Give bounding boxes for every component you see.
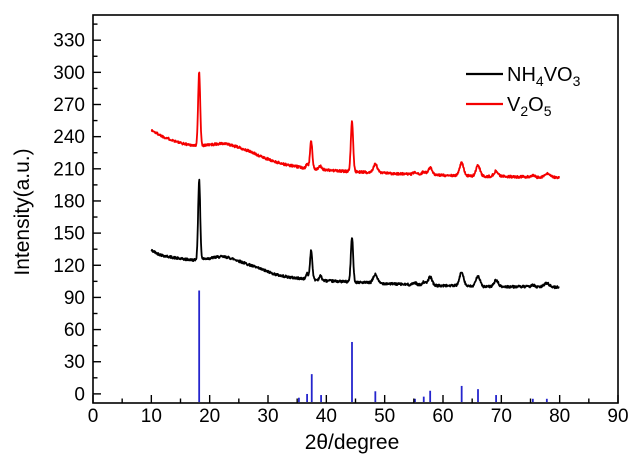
axes-group: 0 10 20 30 40 50 60 70 80 90 0 30 60 90 120 150 180 210 24… [53,14,629,427]
curve-v2o5 [150,71,560,180]
legend-label-nh4vo3: NH4VO3 [507,64,581,89]
y-tick-label: 210 [53,159,85,180]
x-tick-label: 70 [491,406,512,427]
x-tick-label: 10 [141,406,162,427]
y-tick-label: 150 [53,224,85,245]
y-tick-label: 240 [53,127,85,148]
reference-bars-group [198,290,548,402]
curve-nh4vo3 [150,178,560,290]
x-tick-label: 80 [549,406,570,427]
y-tick-label: 120 [53,256,85,277]
x-tick-label: 60 [432,406,453,427]
y-tick-label: 330 [53,31,85,52]
y-tick-label: 180 [53,191,85,212]
x-tick-label: 90 [607,406,628,427]
x-tick-label: 50 [374,406,395,427]
x-tick-label: 40 [316,406,337,427]
x-axis-title: 2θ/degree [305,431,400,454]
x-tick-label: 30 [257,406,278,427]
y-tick-label: 270 [53,95,85,116]
y-tick-label: 60 [64,320,85,341]
legend: NH4VO3 V2O5 [466,64,581,119]
curves-group [150,71,560,290]
legend-label-v2o5: V2O5 [507,94,552,119]
x-tick-label: 20 [199,406,220,427]
y-tick-label: 0 [74,384,85,405]
y-tick-label: 300 [53,63,85,84]
x-tick-label: 0 [88,406,99,427]
y-tick-label: 90 [64,288,85,309]
y-axis-title: Intensity(a.u.) [11,148,34,275]
y-tick-label: 30 [64,352,85,373]
